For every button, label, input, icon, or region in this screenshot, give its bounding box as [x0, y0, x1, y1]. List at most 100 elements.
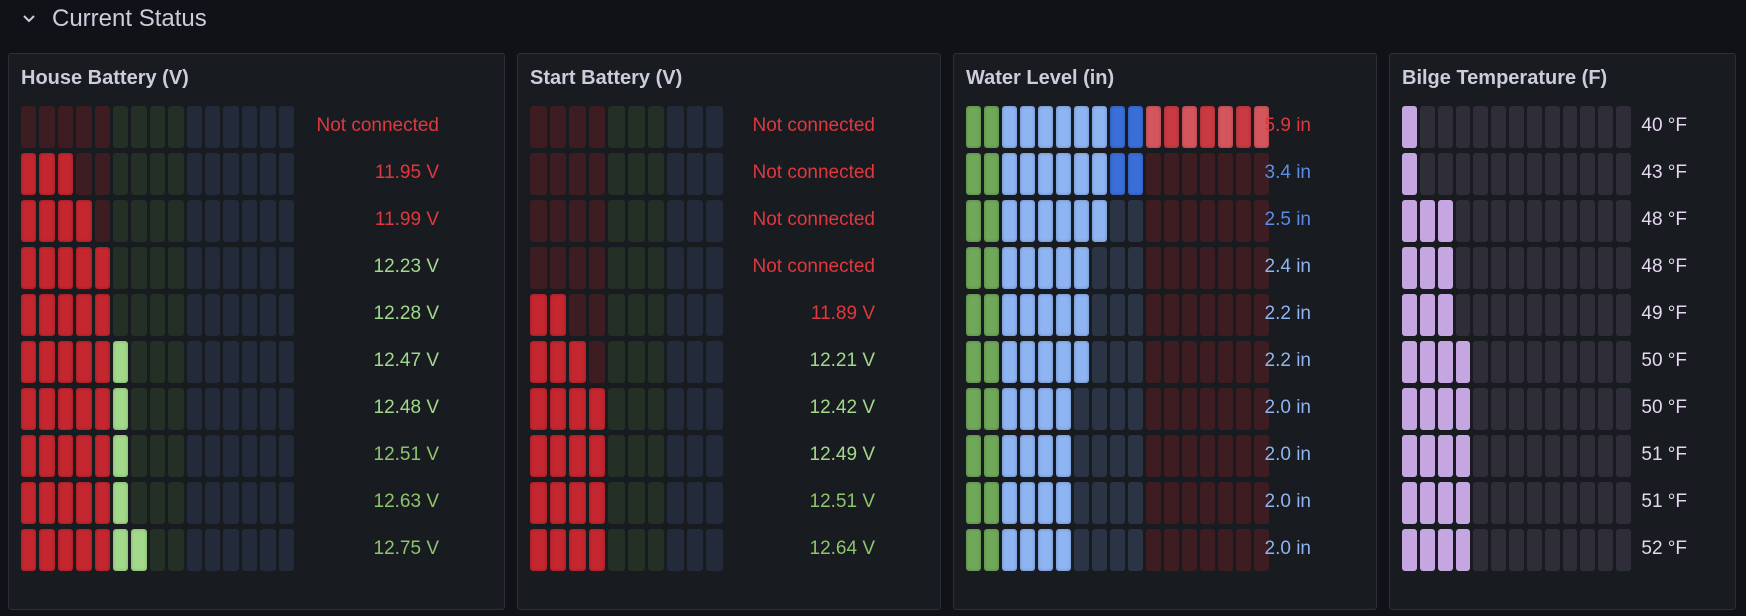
gauge-segment [1491, 153, 1507, 195]
gauge-segment [278, 153, 294, 195]
gauge-value: 12.23 V [373, 255, 440, 277]
panel-house-battery[interactable]: House Battery (V) Not connected 11.95 V 11… [8, 53, 505, 610]
gauge-segment [1200, 341, 1215, 383]
gauge-segment [223, 200, 239, 242]
gauge-segment [1526, 341, 1542, 383]
gauge-segment [1110, 106, 1125, 148]
gauge-segment [149, 388, 166, 430]
gauge-segment [1218, 435, 1233, 477]
bar-gauge [966, 245, 1272, 289]
gauge-segment [57, 294, 74, 336]
gauge-segment [530, 482, 547, 524]
gauge-segment [241, 435, 258, 477]
gauge-value: 12.63 V [373, 490, 440, 512]
bar-gauge [21, 433, 297, 477]
bar-gauge [966, 151, 1272, 195]
gauge-segment [131, 294, 147, 336]
gauge-segment [278, 200, 294, 242]
gauge-segment [1562, 388, 1578, 430]
gauge-segment [588, 200, 606, 242]
gauge-segment [628, 482, 645, 524]
gauge-segment [21, 153, 37, 195]
gauge-segment [1402, 341, 1417, 383]
gauge-segment [1236, 200, 1251, 242]
gauge-segment [1128, 294, 1143, 336]
gauge-segment [149, 106, 166, 148]
gauge-segment [1598, 200, 1614, 242]
gauge-segment [186, 106, 202, 148]
gauge-segment [706, 200, 723, 242]
gauge-segment [205, 294, 221, 336]
gauge-segment [1437, 153, 1453, 195]
row-header[interactable]: Current Status [0, 0, 1746, 44]
panel-start-battery[interactable]: Start Battery (V) Not connected Not conne… [517, 53, 941, 610]
gauge-segment [1164, 153, 1179, 195]
gauge-segment [241, 529, 258, 571]
gauge-segment [628, 529, 645, 571]
gauge-segment [1236, 341, 1251, 383]
gauge-segment [131, 388, 147, 430]
gauge-segment [667, 153, 684, 195]
gauge-segment [1473, 529, 1489, 571]
gauge-segment [1544, 247, 1560, 289]
gauge-segment [1455, 341, 1471, 383]
row-title: Current Status [52, 5, 207, 32]
gauge-segment [39, 294, 55, 336]
gauge-segment [1074, 388, 1089, 430]
gauge-segment [94, 529, 110, 571]
gauge-segment [1092, 106, 1107, 148]
gauge-segment [647, 388, 665, 430]
gauge-segment [1020, 106, 1035, 148]
gauge-segment [113, 388, 129, 430]
gauge-segment [223, 482, 239, 524]
gauge-segment [647, 153, 665, 195]
gauge-segment [1146, 482, 1161, 524]
gauge-segment [205, 341, 221, 383]
gauge-segment [149, 529, 166, 571]
gauge-segment [1110, 341, 1125, 383]
gauge-value: 50 °F [1641, 349, 1687, 371]
gauge-segment [686, 200, 704, 242]
gauge-segment [223, 435, 239, 477]
gauge-segment [1437, 482, 1453, 524]
gauge-segment [1236, 247, 1251, 289]
gauge-segment [1182, 529, 1197, 571]
gauge-segment [260, 106, 276, 148]
gauge-segment [1526, 435, 1542, 477]
gauge-segment [608, 341, 625, 383]
gauge-segment [205, 200, 221, 242]
gauge-segment [21, 388, 37, 430]
gauge-segment [1254, 388, 1269, 430]
gauge-segment [628, 106, 645, 148]
gauge-segment [686, 106, 704, 148]
gauge-segment [1402, 294, 1417, 336]
gauge-segment [1200, 247, 1215, 289]
gauge-segment [1254, 341, 1269, 383]
gauge-segment [1182, 482, 1197, 524]
gauge-segment [1526, 106, 1542, 148]
gauge-segment [549, 294, 567, 336]
gauge-segment [186, 388, 202, 430]
gauge-segment [76, 529, 92, 571]
bar-gauge [966, 292, 1272, 336]
panel-bilge-temperature[interactable]: Bilge Temperature (F) 40 °F 43 °F 48 °F 48 … [1389, 53, 1736, 610]
gauge-segment [686, 153, 704, 195]
gauge-segment [608, 294, 625, 336]
gauge-segment [1164, 247, 1179, 289]
gauge-segment [530, 388, 547, 430]
gauge-segment [1473, 200, 1489, 242]
gauge-segment [94, 294, 110, 336]
chevron-down-icon[interactable] [20, 8, 38, 30]
panel-water-level[interactable]: Water Level (in) 5.9 in 3.4 in 2.5 in 2.4 i… [953, 53, 1377, 610]
gauge-segment [1146, 153, 1161, 195]
gauge-segment [1074, 106, 1089, 148]
gauge-segment [966, 106, 981, 148]
gauge-segment [530, 200, 547, 242]
gauge-value: 12.75 V [373, 537, 440, 559]
gauge-segment [647, 294, 665, 336]
gauge-segment [647, 200, 665, 242]
gauge-segment [549, 482, 567, 524]
gauge-segment [1002, 529, 1017, 571]
gauge-segment [1580, 200, 1596, 242]
gauge-segment [588, 294, 606, 336]
